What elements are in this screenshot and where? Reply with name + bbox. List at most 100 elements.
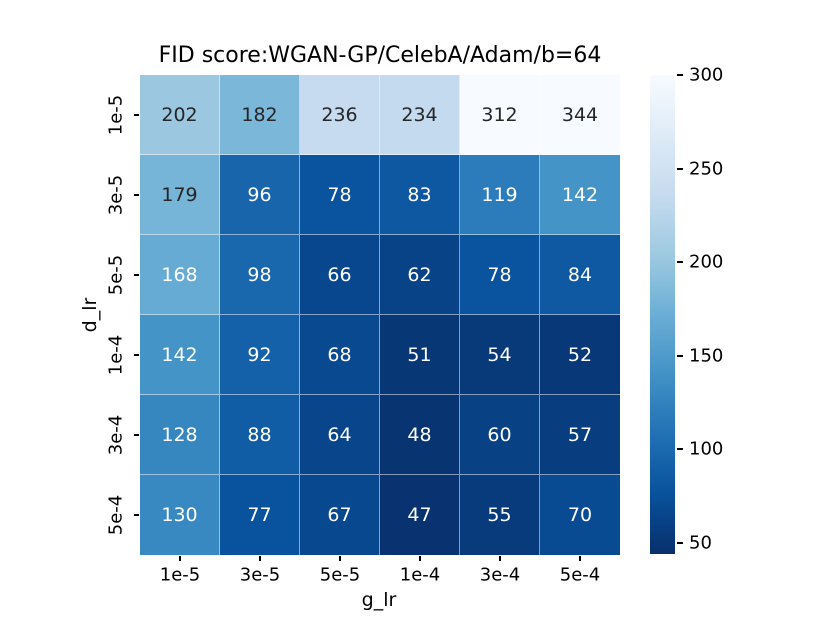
heatmap-cell: 202 — [140, 75, 220, 155]
cell-value: 234 — [401, 103, 438, 126]
y-tick-label: 5e-5 — [105, 254, 127, 296]
cell-value: 92 — [247, 343, 272, 366]
heatmap-cell: 179 — [140, 155, 220, 235]
heatmap-cell: 130 — [140, 475, 220, 555]
colorbar-tick-mark — [677, 448, 683, 451]
x-tick-label: 3e-4 — [479, 564, 521, 586]
colorbar-tick-label: 100 — [689, 438, 724, 460]
heatmap-cell: 98 — [220, 235, 300, 315]
heatmap-cell: 64 — [300, 395, 380, 475]
y-tick-mark — [134, 274, 139, 276]
x-tick-label: 5e-5 — [319, 564, 361, 586]
y-tick-mark — [134, 514, 139, 516]
heatmap-cell: 47 — [380, 475, 460, 555]
y-tick-label: 1e-4 — [105, 334, 127, 376]
cell-value: 98 — [247, 263, 272, 286]
cell-value: 344 — [561, 103, 599, 126]
cell-value: 60 — [487, 423, 512, 446]
heatmap-cell: 54 — [460, 315, 540, 395]
heatmap-cell: 70 — [540, 475, 620, 555]
cell-value: 70 — [567, 504, 593, 526]
heatmap-cell: 78 — [460, 235, 540, 315]
colorbar-tick-mark — [677, 261, 683, 264]
cell-value: 47 — [407, 504, 432, 526]
cell-value: 66 — [327, 263, 352, 286]
y-tick-label: 3e-5 — [105, 174, 127, 216]
heatmap-cell: 83 — [380, 155, 460, 235]
chart-title: FID score:WGAN-GP/CelebA/Adam/b=64 — [158, 43, 602, 68]
colorbar-tick-label: 200 — [689, 251, 724, 273]
cell-value: 78 — [327, 183, 352, 206]
colorbar-tick-mark — [677, 74, 683, 76]
x-tick-label: 1e-5 — [159, 564, 201, 586]
cell-value: 84 — [567, 263, 593, 286]
heatmap-cell: 48 — [380, 395, 460, 475]
x-tick-label: 1e-4 — [399, 564, 441, 586]
x-tick-label: 3e-5 — [239, 564, 281, 586]
heatmap-cell: 119 — [460, 155, 540, 235]
cell-value: 96 — [247, 183, 272, 206]
cell-value: 48 — [407, 423, 432, 446]
cell-value: 88 — [247, 423, 272, 446]
heatmap-cell: 78 — [300, 155, 380, 235]
heatmap-cell: 88 — [220, 395, 300, 475]
x-tick-mark — [179, 556, 181, 561]
cell-value: 182 — [241, 103, 278, 126]
cell-value: 168 — [161, 263, 198, 286]
colorbar-tick-label: 50 — [689, 532, 712, 554]
cell-value: 67 — [327, 504, 352, 526]
heatmap-cell: 168 — [140, 235, 220, 315]
y-tick-mark — [134, 354, 139, 356]
heatmap-cell: 62 — [380, 235, 460, 315]
colorbar-gradient — [650, 75, 675, 554]
heatmap-cell: 312 — [460, 75, 540, 155]
cell-value: 77 — [247, 504, 272, 526]
heatmap-cell: 142 — [140, 315, 220, 395]
colorbar-tick-label: 150 — [689, 345, 724, 367]
cell-value: 119 — [481, 183, 518, 206]
colorbar-tick-label: 300 — [689, 64, 724, 86]
cell-value: 62 — [407, 263, 432, 286]
heatmap-cell: 68 — [300, 315, 380, 395]
heatmap-cell: 57 — [540, 395, 620, 475]
x-tick-mark — [579, 556, 581, 561]
y-tick-label: 3e-4 — [105, 414, 127, 456]
cell-value: 142 — [161, 343, 198, 366]
heatmap-cell: 55 — [460, 475, 540, 555]
cell-value: 130 — [161, 504, 198, 526]
cell-value: 54 — [487, 343, 512, 366]
heatmap-cell: 60 — [460, 395, 540, 475]
heatmap-cell: 52 — [540, 315, 620, 395]
cell-value: 236 — [321, 103, 358, 126]
x-axis-label: g_lr — [361, 589, 397, 611]
cell-value: 78 — [487, 263, 512, 286]
colorbar-tick-mark — [677, 167, 683, 170]
cell-value: 202 — [161, 103, 198, 126]
heatmap-cell: 128 — [140, 395, 220, 475]
heatmap-cell: 67 — [300, 475, 380, 555]
heatmap-cell: 234 — [380, 75, 460, 155]
x-tick-mark — [259, 556, 261, 561]
x-tick-mark — [339, 556, 341, 561]
heatmap-cell: 182 — [220, 75, 300, 155]
y-tick-mark — [134, 114, 139, 116]
heatmap-cell: 66 — [300, 235, 380, 315]
heatmap-cell: 84 — [540, 235, 620, 315]
cell-value: 51 — [407, 343, 432, 366]
heatmap-cell: 236 — [300, 75, 380, 155]
heatmap-cell: 92 — [220, 315, 300, 395]
cell-value: 179 — [161, 183, 198, 206]
cell-value: 312 — [481, 103, 518, 126]
y-tick-mark — [134, 434, 139, 436]
colorbar-tick-mark — [677, 354, 683, 357]
cell-value: 68 — [327, 343, 352, 366]
cell-value: 83 — [407, 183, 432, 206]
colorbar-tick-mark — [677, 541, 683, 544]
cell-value: 128 — [161, 423, 198, 446]
y-tick-label: 5e-4 — [105, 494, 127, 536]
cell-value: 64 — [327, 423, 352, 446]
y-axis-label: d_lr — [79, 297, 101, 333]
heatmap-cell: 344 — [540, 75, 620, 155]
cell-value: 57 — [567, 423, 593, 446]
cell-value: 52 — [567, 343, 593, 366]
